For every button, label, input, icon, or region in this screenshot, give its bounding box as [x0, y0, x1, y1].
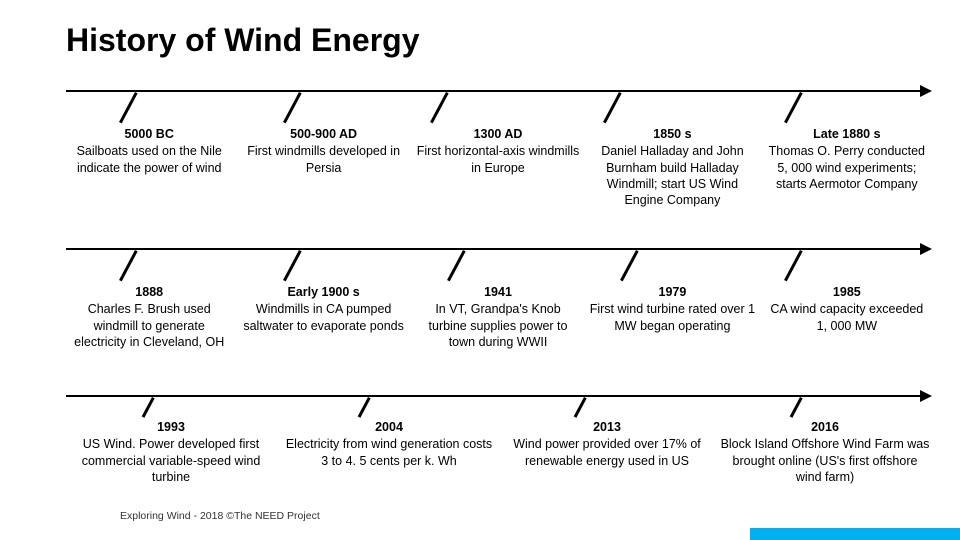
timeline-tick	[784, 92, 802, 123]
event-text: Sailboats used on the Nile indicate the …	[77, 144, 222, 174]
timeline-tick	[142, 397, 155, 418]
event-text: Windmills in CA pumped saltwater to evap…	[243, 302, 404, 332]
event-text: Block Island Offshore Wind Farm was brou…	[721, 437, 930, 484]
timeline-event: 1941 In VT, Grandpa's Knob turbine suppli…	[415, 284, 581, 350]
event-text: First windmills developed in Persia	[247, 144, 400, 174]
footer-text: Exploring Wind - 2018 ©The NEED Project	[120, 510, 320, 522]
event-text: Charles F. Brush used windmill to genera…	[74, 302, 224, 349]
event-date: 1850 s	[589, 126, 755, 142]
event-list: 5000 BC Sailboats used on the Nile indica…	[66, 126, 930, 208]
event-date: 1979	[589, 284, 755, 300]
timeline-tick	[430, 92, 448, 123]
event-text: Electricity from wind generation costs 3…	[286, 437, 492, 467]
timeline-event: Late 1880 s Thomas O. Perry conducted 5, …	[764, 126, 930, 208]
event-text: First horizontal-axis windmills in Europ…	[417, 144, 580, 174]
event-date: 2016	[720, 419, 930, 435]
timeline-tick	[603, 92, 621, 123]
event-text: US Wind. Power developed first commercia…	[82, 437, 261, 484]
event-date: 1993	[66, 419, 276, 435]
timeline-event: 500-900 AD First windmills developed in P…	[240, 126, 406, 208]
event-text: In VT, Grandpa's Knob turbine supplies p…	[429, 302, 568, 349]
timeline-tick	[283, 92, 301, 123]
event-date: 1941	[415, 284, 581, 300]
timeline-event: 5000 BC Sailboats used on the Nile indica…	[66, 126, 232, 208]
event-date: 2004	[284, 419, 494, 435]
timeline-axis	[66, 90, 930, 92]
event-date: 500-900 AD	[240, 126, 406, 142]
event-text: Thomas O. Perry conducted 5, 000 wind ex…	[769, 144, 925, 191]
timeline-event: Early 1900 s Windmills in CA pumped saltw…	[240, 284, 406, 350]
event-text: CA wind capacity exceeded 1, 000 MW	[770, 302, 923, 332]
timeline-tick	[620, 250, 638, 281]
event-date: 1888	[66, 284, 232, 300]
timeline-row-2: 1888 Charles F. Brush used windmill to ge…	[66, 248, 930, 350]
timeline-event: 1979 First wind turbine rated over 1 MW b…	[589, 284, 755, 350]
event-date: 5000 BC	[66, 126, 232, 142]
accent-bar	[750, 528, 960, 540]
timeline-event: 2013 Wind power provided over 17% of rene…	[502, 419, 712, 485]
event-text: Daniel Halladay and John Burnham build H…	[601, 144, 743, 207]
timeline-tick	[119, 250, 137, 281]
event-date: 1300 AD	[415, 126, 581, 142]
event-text: First wind turbine rated over 1 MW began…	[590, 302, 755, 332]
event-date: Early 1900 s	[240, 284, 406, 300]
timeline-event: 1985 CA wind capacity exceeded 1, 000 MW	[764, 284, 930, 350]
timeline-row-3: 1993 US Wind. Power developed first comme…	[66, 395, 930, 485]
timeline-event: 1850 s Daniel Halladay and John Burnham b…	[589, 126, 755, 208]
timeline-event: 2004 Electricity from wind generation cos…	[284, 419, 494, 485]
timeline-event: 1300 AD First horizontal-axis windmills i…	[415, 126, 581, 208]
timeline-tick	[358, 397, 371, 418]
timeline-event: 2016 Block Island Offshore Wind Farm was …	[720, 419, 930, 485]
page-title: History of Wind Energy	[66, 22, 420, 59]
timeline-event: 1993 US Wind. Power developed first comme…	[66, 419, 276, 485]
timeline-tick	[574, 397, 587, 418]
event-list: 1888 Charles F. Brush used windmill to ge…	[66, 284, 930, 350]
timeline-axis	[66, 248, 930, 250]
event-date: 1985	[764, 284, 930, 300]
timeline-tick	[283, 250, 301, 281]
timeline-axis	[66, 395, 930, 397]
timeline-tick	[784, 250, 802, 281]
timeline-tick	[447, 250, 465, 281]
timeline-event: 1888 Charles F. Brush used windmill to ge…	[66, 284, 232, 350]
timeline-tick	[119, 92, 137, 123]
event-text: Wind power provided over 17% of renewabl…	[513, 437, 701, 467]
event-list: 1993 US Wind. Power developed first comme…	[66, 419, 930, 485]
event-date: Late 1880 s	[764, 126, 930, 142]
event-date: 2013	[502, 419, 712, 435]
timeline-tick	[790, 397, 803, 418]
timeline-row-1: 5000 BC Sailboats used on the Nile indica…	[66, 90, 930, 208]
